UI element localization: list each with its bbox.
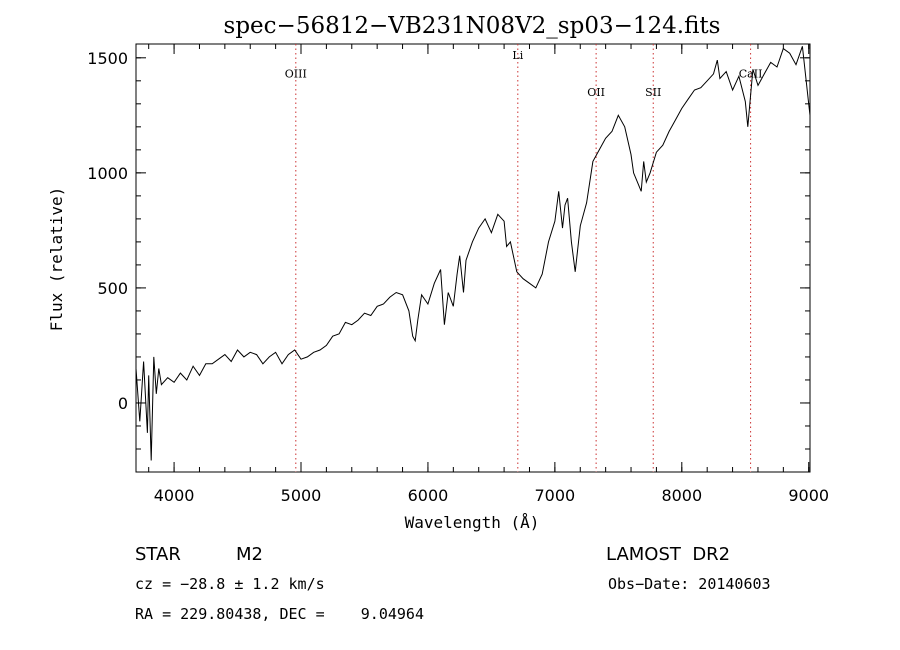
spectral-line-label: OIII (285, 67, 307, 80)
redshift-cz: cz = −28.8 ± 1.2 km/s (135, 575, 325, 593)
x-tick-label: 6000 (408, 486, 449, 505)
y-tick-label: 1500 (87, 49, 128, 68)
x-tick-label: 8000 (661, 486, 702, 505)
object-subclass: M2 (236, 544, 263, 565)
observation-date: Obs−Date: 20140603 (608, 575, 771, 593)
axis-tick-labels: 4000 5000 6000 7000 8000 9000 0 500 1000 1500 (87, 49, 829, 505)
plot-frame (135, 43, 811, 473)
axis-ticks (136, 44, 810, 473)
x-tick-label: 9000 (788, 486, 829, 505)
chart-title: spec−56812−VB231N08V2_sp03−124.fits (224, 13, 721, 39)
spectral-line-label: SII (645, 86, 661, 99)
x-tick-label: 7000 (535, 486, 576, 505)
x-tick-label: 5000 (281, 486, 322, 505)
spectral-line-markers: OIII Li OII SII CaII (285, 44, 763, 472)
survey-name: LAMOST DR2 (606, 544, 730, 565)
x-axis-label: Wavelength (Å) (405, 513, 540, 532)
spectral-line-label: CaII (739, 67, 763, 80)
y-tick-label: 500 (97, 279, 128, 298)
spectral-line-label: Li (512, 49, 523, 62)
object-class: STAR (135, 544, 181, 565)
y-tick-label: 0 (118, 394, 128, 413)
y-axis-label: Flux (relative) (47, 187, 66, 332)
spectrum-line (135, 46, 811, 461)
ra-dec: RA = 229.80438, DEC = 9.04964 (135, 605, 424, 623)
spectral-line-label: OII (587, 86, 605, 99)
y-tick-label: 1000 (87, 164, 128, 183)
x-tick-label: 4000 (154, 486, 195, 505)
